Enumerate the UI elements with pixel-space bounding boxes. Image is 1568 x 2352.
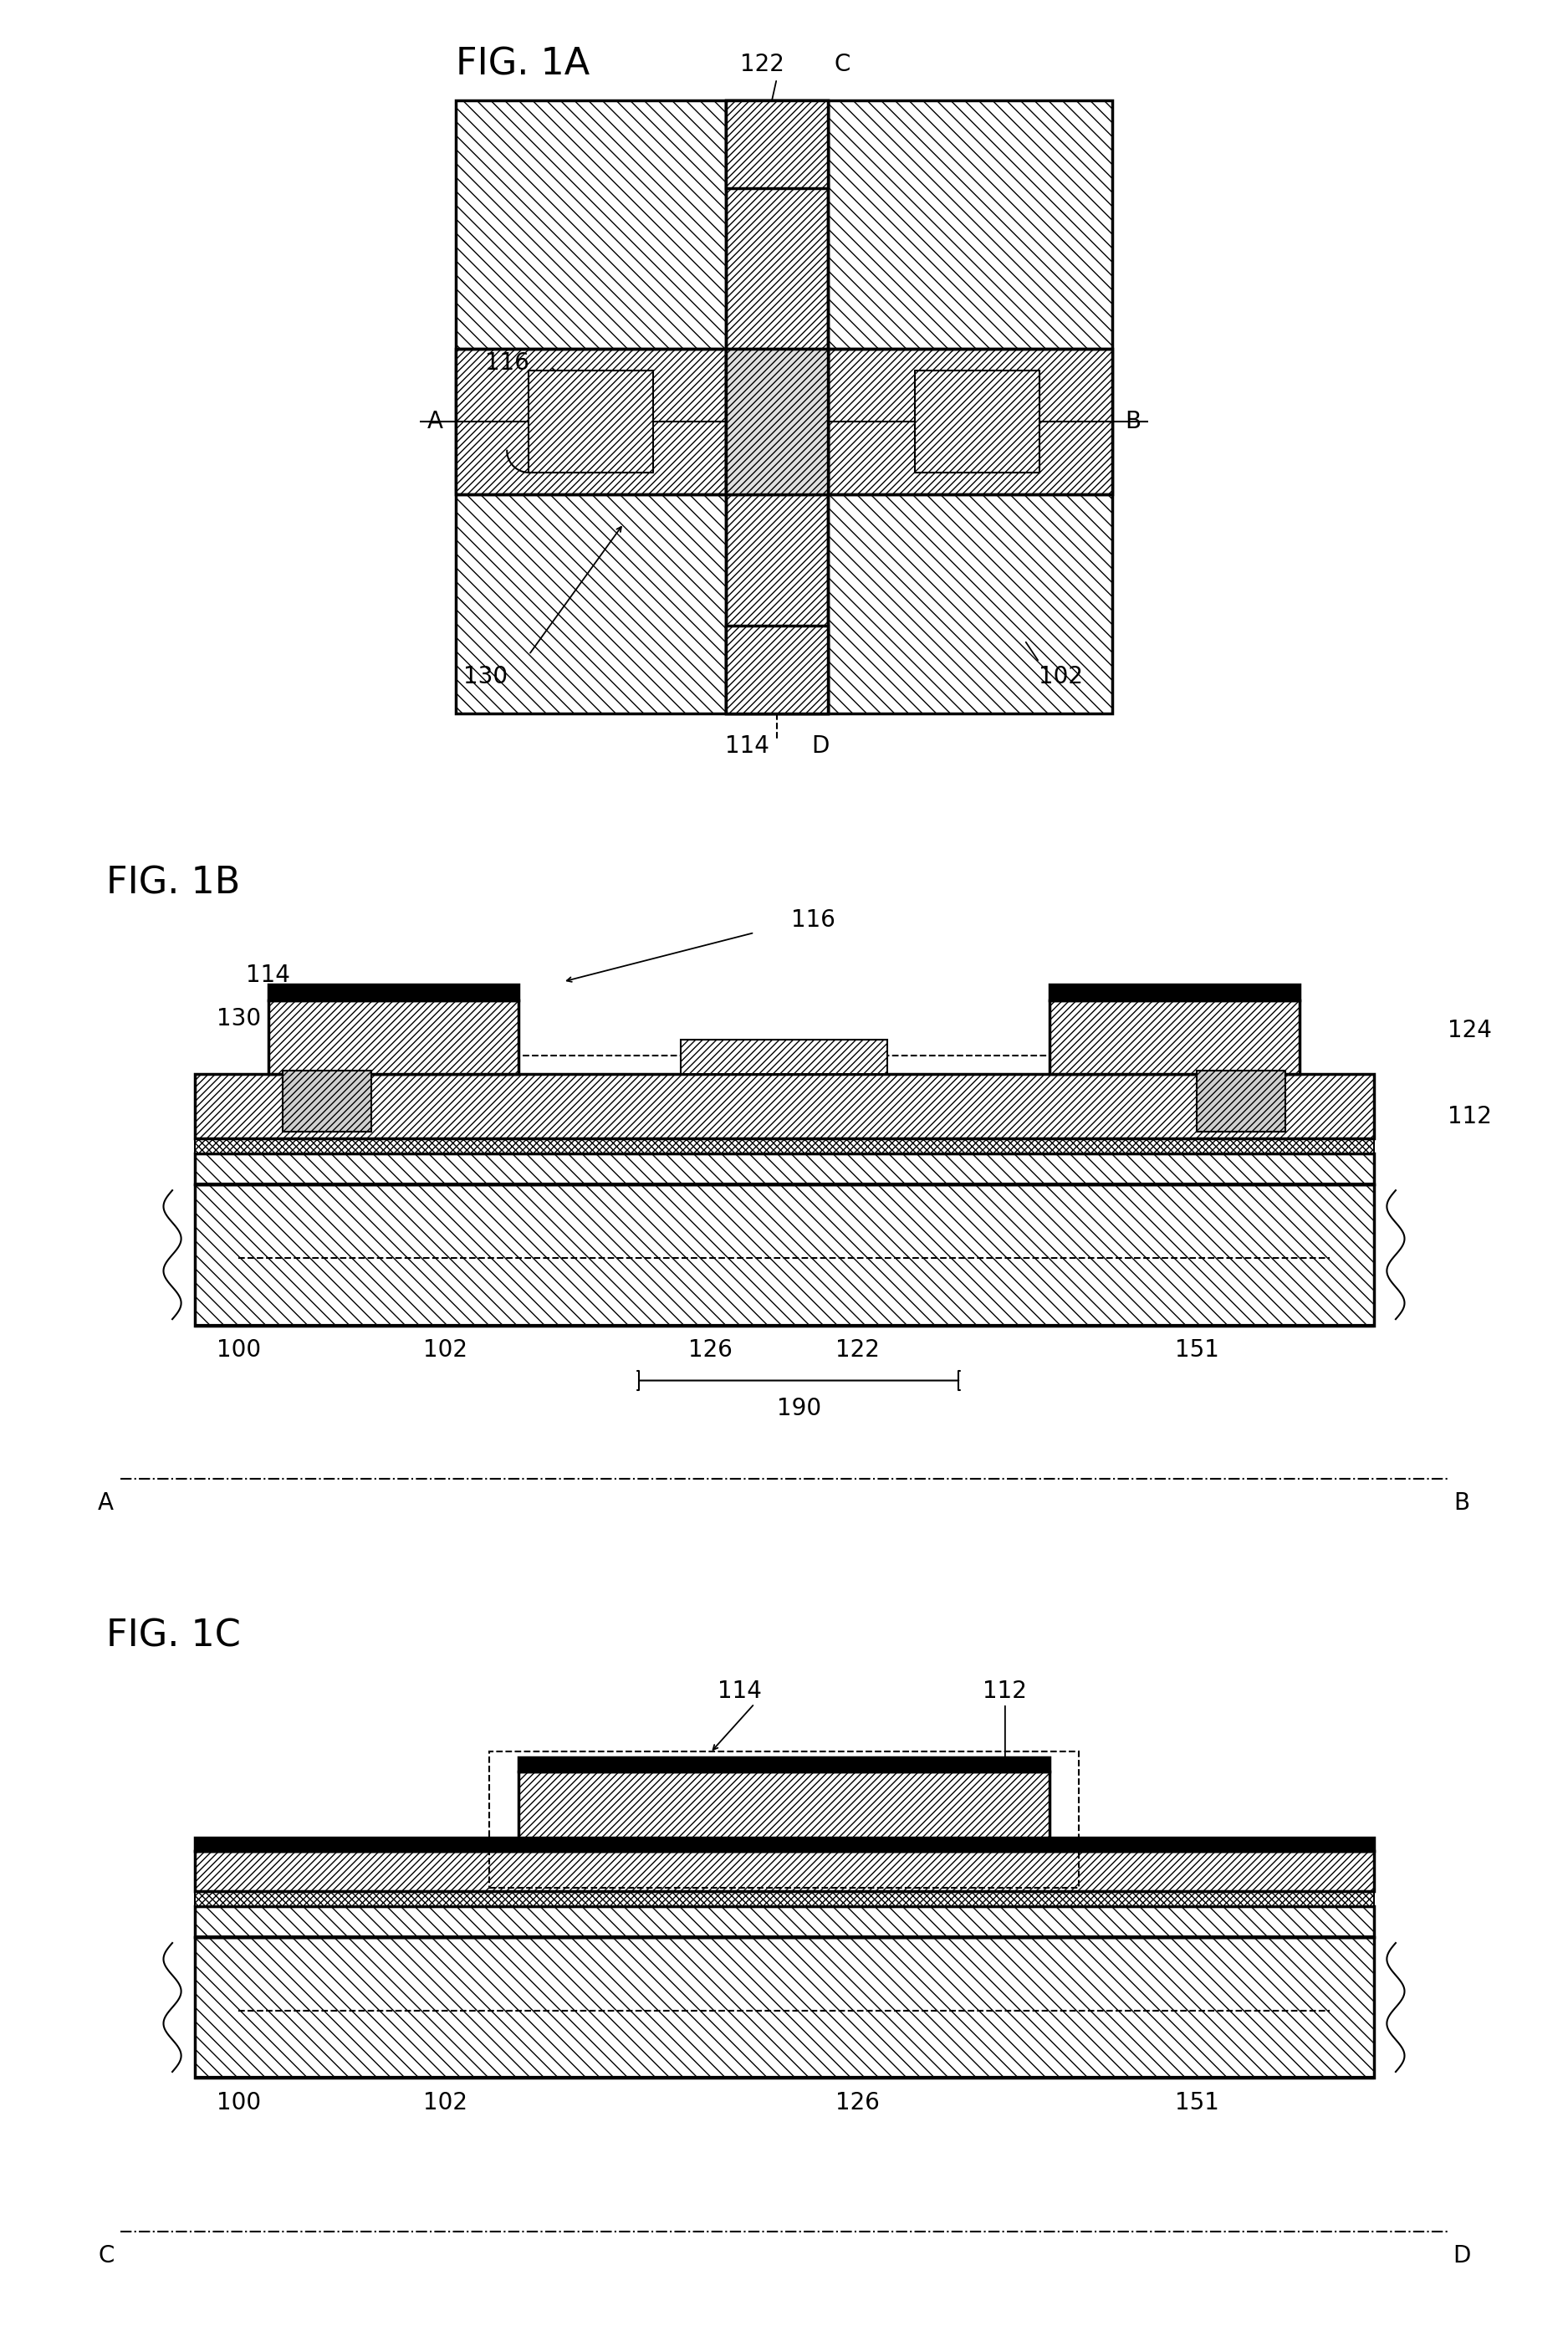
- Text: 126: 126: [836, 2091, 880, 2114]
- Bar: [1049, 1000, 1300, 1075]
- Bar: [194, 1936, 1374, 2077]
- Text: 124: 124: [1447, 1018, 1491, 1042]
- Text: C: C: [834, 52, 850, 75]
- Bar: [194, 1837, 1374, 1851]
- Text: B: B: [1454, 1491, 1471, 1515]
- Text: C: C: [97, 2244, 114, 2267]
- Bar: [194, 1138, 1374, 1152]
- Bar: [456, 348, 1112, 494]
- Text: B: B: [1126, 409, 1142, 433]
- Text: 116: 116: [792, 908, 836, 931]
- Text: 100: 100: [216, 1338, 260, 1362]
- Text: 151: 151: [1174, 2091, 1218, 2114]
- Text: 114: 114: [726, 734, 770, 757]
- Text: A: A: [426, 409, 442, 433]
- Bar: [194, 1891, 1374, 1905]
- Text: 114: 114: [718, 1679, 762, 1703]
- Bar: [1196, 1070, 1286, 1131]
- Bar: [1049, 985, 1300, 1000]
- Bar: [916, 369, 1040, 473]
- Text: 114: 114: [246, 964, 290, 988]
- Bar: [489, 1752, 1079, 1889]
- Bar: [194, 1851, 1374, 1891]
- Text: FIG. 1B: FIG. 1B: [107, 866, 240, 901]
- Bar: [194, 1183, 1374, 1324]
- Bar: [194, 1075, 1374, 1138]
- Bar: [519, 1757, 1049, 1771]
- Text: 130: 130: [463, 666, 508, 689]
- Text: 112: 112: [1447, 1105, 1491, 1129]
- Bar: [519, 1771, 1049, 1837]
- Bar: [268, 985, 519, 1000]
- Text: 130: 130: [216, 1007, 260, 1030]
- Bar: [726, 101, 828, 713]
- Text: 102: 102: [1040, 666, 1083, 689]
- Text: FIG. 1A: FIG. 1A: [456, 47, 590, 82]
- Text: 122: 122: [836, 1338, 880, 1362]
- Bar: [726, 626, 828, 713]
- Text: 190: 190: [776, 1397, 822, 1421]
- Text: D: D: [1454, 2244, 1471, 2267]
- Bar: [268, 1000, 519, 1075]
- Bar: [681, 1040, 887, 1075]
- Bar: [194, 1905, 1374, 1936]
- Text: 122: 122: [740, 52, 784, 75]
- Bar: [528, 369, 652, 473]
- Bar: [194, 1152, 1374, 1183]
- Text: 102: 102: [423, 1338, 467, 1362]
- Text: 100: 100: [216, 2091, 260, 2114]
- Text: 112: 112: [983, 1679, 1027, 1703]
- Text: 126: 126: [688, 1338, 732, 1362]
- Text: D: D: [812, 734, 829, 757]
- Text: 102: 102: [423, 2091, 467, 2114]
- Bar: [726, 348, 828, 494]
- Bar: [456, 101, 1112, 713]
- Text: 116: 116: [485, 350, 528, 374]
- Bar: [726, 101, 828, 188]
- Text: FIG. 1C: FIG. 1C: [107, 1618, 240, 1653]
- Text: 151: 151: [1174, 1338, 1218, 1362]
- Bar: [282, 1070, 372, 1131]
- Text: A: A: [99, 1491, 114, 1515]
